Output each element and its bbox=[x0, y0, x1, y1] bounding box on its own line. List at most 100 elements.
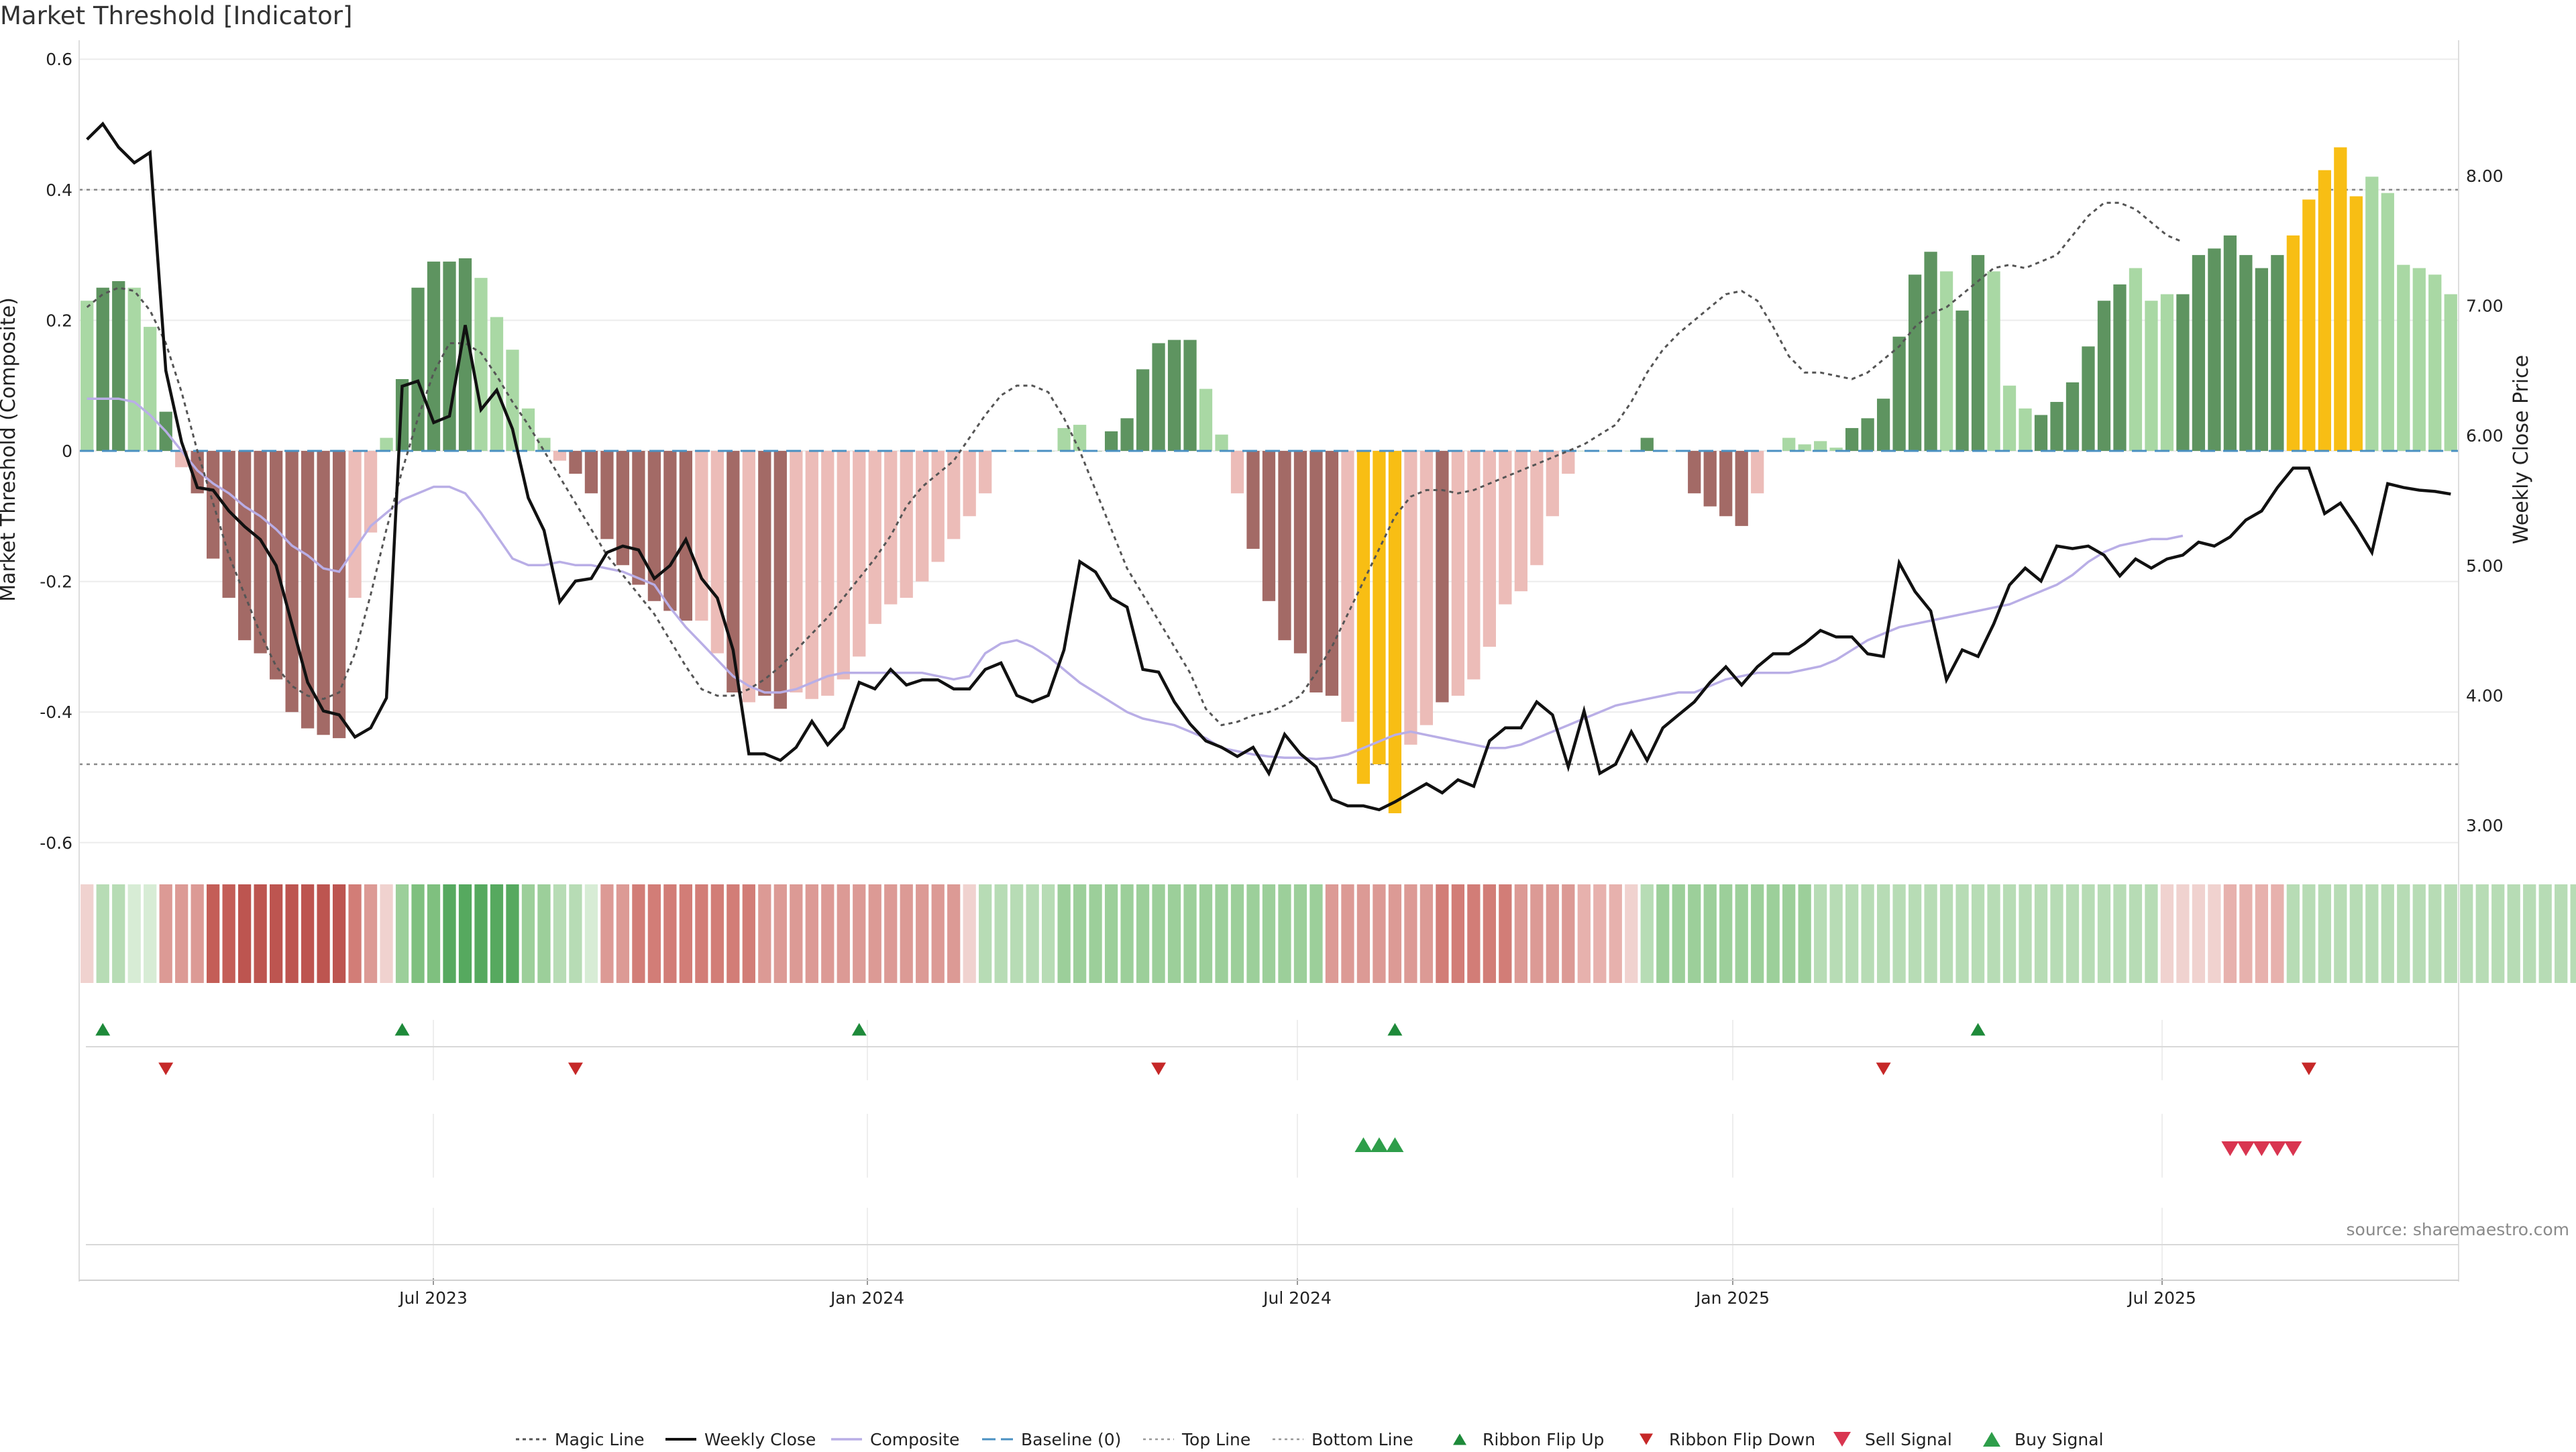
composite-bar bbox=[1356, 451, 1371, 784]
composite-bar bbox=[868, 451, 881, 624]
composite-bar bbox=[553, 451, 567, 461]
ribbon-cell bbox=[1514, 884, 1527, 983]
ribbon-cell bbox=[144, 884, 157, 983]
composite-bar bbox=[2302, 199, 2316, 451]
ribbon-cell bbox=[569, 884, 582, 983]
composite-bar bbox=[2397, 264, 2410, 451]
composite-bar bbox=[1404, 451, 1417, 745]
composite-bar bbox=[1955, 310, 1969, 451]
ribbon-cell bbox=[1026, 884, 1039, 983]
ribbon-cell bbox=[2145, 884, 2158, 983]
ribbon-cell bbox=[1845, 884, 1859, 983]
ribbon-cell bbox=[411, 884, 425, 983]
composite-bar bbox=[900, 451, 913, 598]
ribbon-cell bbox=[537, 884, 551, 983]
ribbon-cell bbox=[127, 884, 141, 983]
ribbon-cell bbox=[2444, 884, 2457, 983]
ribbon-cell bbox=[1104, 884, 1118, 983]
chart-title: Market Threshold [Indicator] bbox=[0, 1, 353, 30]
sell-signal-marker bbox=[2253, 1141, 2271, 1157]
ribbon-cell bbox=[805, 884, 818, 983]
composite-bar bbox=[1829, 448, 1843, 451]
legend-label: Bottom Line bbox=[1311, 1430, 1413, 1449]
y-tick-label-left: -0.6 bbox=[40, 833, 72, 853]
buy-signal-marker bbox=[1386, 1137, 1404, 1153]
composite-bar bbox=[1262, 451, 1276, 601]
ribbon-cell bbox=[1625, 884, 1638, 983]
ribbon-cell bbox=[742, 884, 755, 983]
composite-bar bbox=[2002, 385, 2017, 451]
ribbon-cell bbox=[1735, 884, 1748, 983]
legend-label: Composite bbox=[870, 1430, 959, 1449]
ribbon-cell bbox=[348, 884, 362, 983]
ribbon-flip-up-marker bbox=[851, 1023, 867, 1036]
y-tick-label-left: -0.4 bbox=[40, 703, 72, 722]
composite-bar bbox=[1483, 451, 1496, 647]
y-tick-label-right: 4.00 bbox=[2466, 686, 2504, 705]
x-tick-label: Jul 2024 bbox=[1262, 1288, 1332, 1308]
legend-label: Top Line bbox=[1181, 1430, 1250, 1449]
composite-bar bbox=[380, 437, 393, 451]
legend: Magic Line Weekly Close Composite Baseline … bbox=[516, 1430, 2104, 1449]
ribbon-cell bbox=[2255, 884, 2269, 983]
composite-bar bbox=[2239, 255, 2253, 451]
composite-bar bbox=[632, 451, 645, 585]
y-tick-label-left: 0.6 bbox=[46, 50, 72, 69]
ribbon-cell bbox=[963, 884, 976, 983]
composite-bar bbox=[2412, 268, 2426, 451]
composite-bar bbox=[2334, 147, 2347, 451]
composite-bar bbox=[427, 261, 441, 451]
composite-bar bbox=[1199, 388, 1213, 451]
composite-bar bbox=[1751, 451, 1764, 494]
composite-bar bbox=[112, 281, 125, 451]
ribbon-cell bbox=[884, 884, 898, 983]
legend-swatch bbox=[1833, 1431, 1851, 1447]
composite-bar bbox=[1688, 451, 1701, 494]
ribbon-cell bbox=[112, 884, 125, 983]
ribbon-cell bbox=[458, 884, 472, 983]
ribbon-cell bbox=[1278, 884, 1291, 983]
composite-bar bbox=[979, 451, 992, 494]
y-tick-label-left: 0.2 bbox=[46, 311, 72, 330]
legend-label: Ribbon Flip Down bbox=[1669, 1430, 1815, 1449]
ribbon-cell bbox=[773, 884, 787, 983]
buy-signal-marker bbox=[1354, 1137, 1373, 1153]
ribbon-cell bbox=[1719, 884, 1733, 983]
composite-bar bbox=[1057, 427, 1071, 451]
ribbon-cell bbox=[2160, 884, 2174, 983]
composite-bar bbox=[1593, 451, 1607, 452]
legend-label: Magic Line bbox=[555, 1430, 645, 1449]
ribbon-cell bbox=[1939, 884, 1953, 983]
ribbon-cell bbox=[380, 884, 393, 983]
composite-bar bbox=[364, 451, 378, 533]
composite-bar bbox=[2349, 196, 2363, 451]
composite-bar bbox=[600, 451, 614, 539]
legend-swatch bbox=[1983, 1431, 2000, 1447]
ribbon-cell bbox=[2050, 884, 2063, 983]
composite-bar bbox=[616, 451, 630, 566]
ribbon-cell bbox=[2460, 884, 2473, 983]
ribbon-cell bbox=[1120, 884, 1134, 983]
composite-bar bbox=[758, 451, 771, 696]
ribbon-cell bbox=[1593, 884, 1607, 983]
composite-bar bbox=[1703, 451, 1717, 507]
composite-bar bbox=[1183, 340, 1197, 451]
ribbon-cell bbox=[1152, 884, 1165, 983]
ribbon-cell bbox=[1751, 884, 1764, 983]
ribbon-cell bbox=[1971, 884, 1985, 983]
ribbon-cell bbox=[616, 884, 630, 983]
composite-bar bbox=[1309, 451, 1323, 693]
ribbon-cell bbox=[1010, 884, 1024, 983]
ribbon-cell bbox=[285, 884, 299, 983]
composite-bar bbox=[2097, 301, 2111, 451]
ribbon-cell bbox=[175, 884, 189, 983]
composite-bar bbox=[2176, 294, 2190, 451]
ribbon-cell bbox=[695, 884, 708, 983]
ribbon-cell bbox=[1073, 884, 1087, 983]
composite-bar bbox=[790, 451, 803, 693]
ribbon-cell bbox=[1829, 884, 1843, 983]
ribbon-cell bbox=[2065, 884, 2080, 983]
composite-bar bbox=[647, 451, 661, 601]
ribbon-cell bbox=[427, 884, 441, 983]
